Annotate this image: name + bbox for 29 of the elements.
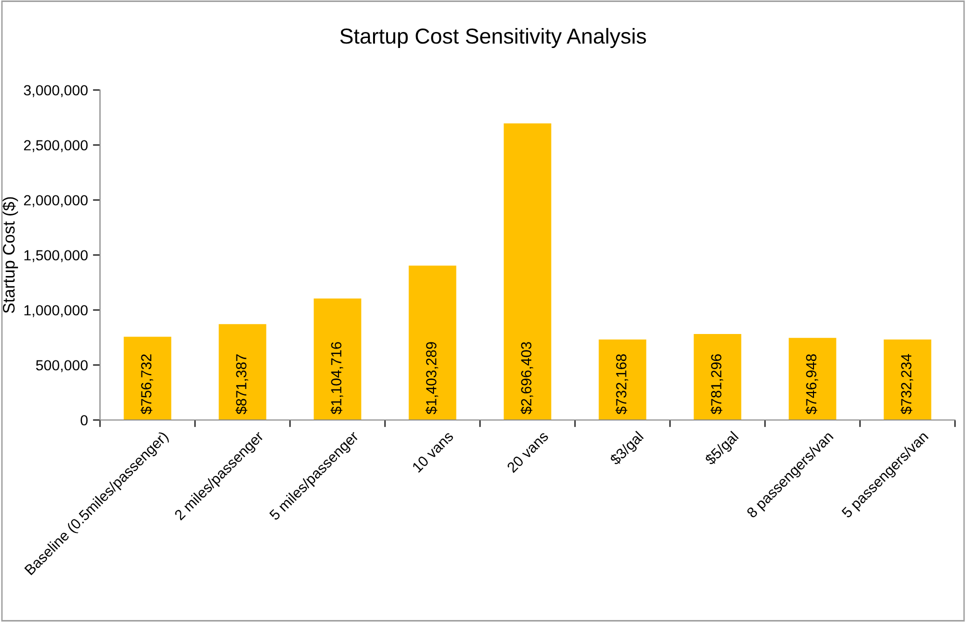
bar — [788, 338, 836, 420]
y-tick-label: 1,000,000 — [24, 305, 88, 318]
data-label: $1,104,716 — [330, 342, 344, 414]
bar — [598, 339, 646, 420]
bar — [504, 123, 552, 420]
y-tick-label: 2,500,000 — [24, 140, 88, 152]
bar — [694, 334, 742, 420]
x-tick-label: 10 vans — [412, 430, 454, 473]
bar — [314, 298, 362, 420]
y-tick-label: 2,000,000 — [24, 195, 88, 208]
bar — [884, 339, 932, 420]
data-label: $732,168 — [615, 354, 628, 414]
data-label: $732,234 — [900, 354, 914, 414]
y-axis-title: Startup Cost ($) — [2, 197, 18, 314]
y-tick-label: 3,000,000 — [24, 85, 88, 98]
x-tick-label: 20 vans — [506, 430, 549, 474]
data-label: $871,387 — [235, 354, 248, 414]
chart-title: Startup Cost Sensitivity Analysis — [340, 28, 646, 48]
y-tick-label: 0 — [80, 415, 88, 426]
bar — [124, 336, 172, 420]
data-label: $2,696,403 — [520, 342, 534, 414]
y-tick-label: 500,000 — [36, 360, 88, 372]
data-label: $746,948 — [805, 354, 818, 414]
bar — [218, 324, 266, 420]
y-tick-label: 1,500,000 — [24, 250, 88, 262]
bar — [408, 266, 456, 420]
data-label: $756,732 — [140, 354, 154, 414]
data-label: $1,403,289 — [425, 342, 438, 414]
data-label: $781,296 — [710, 354, 724, 414]
